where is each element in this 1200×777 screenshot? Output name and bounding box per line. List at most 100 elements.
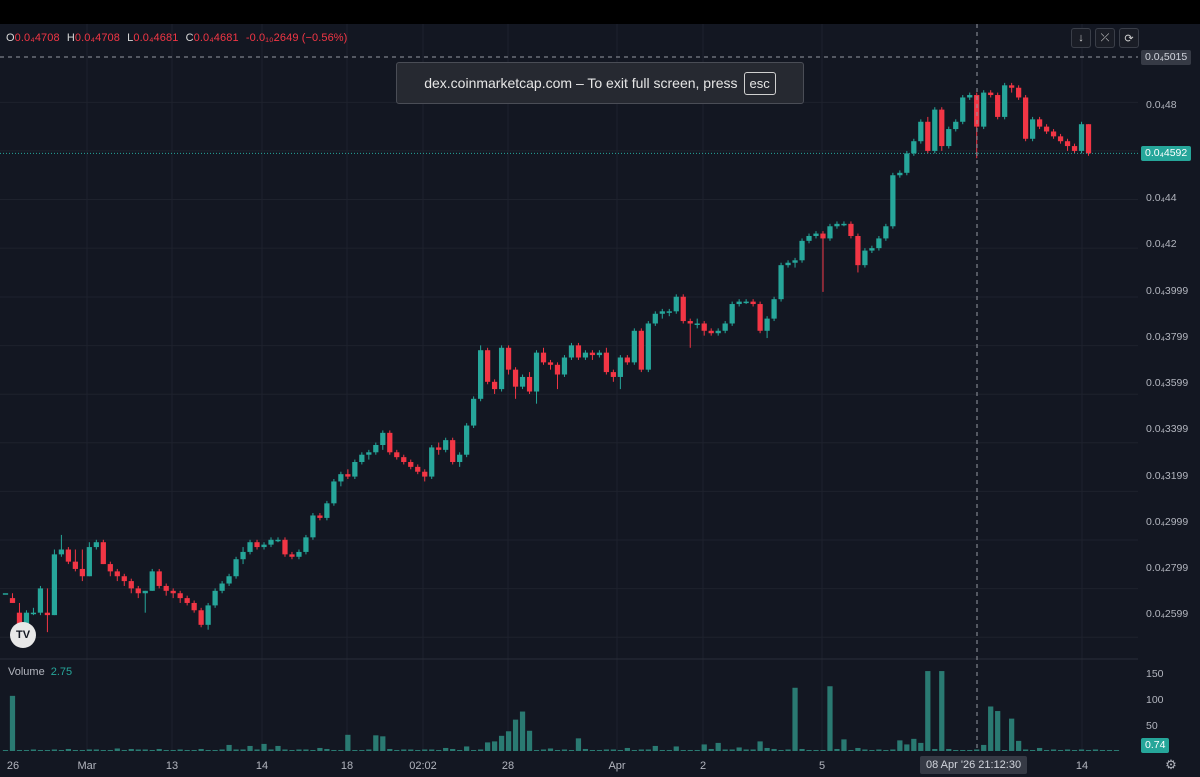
volume-bar <box>163 749 169 751</box>
tradingview-logo[interactable]: TV <box>10 622 36 648</box>
volume-bar <box>352 749 358 751</box>
candle-body <box>729 304 735 324</box>
candle <box>708 328 714 336</box>
candle <box>701 321 707 336</box>
volume-bar <box>471 749 477 751</box>
candle-body <box>939 109 945 147</box>
volume-bar <box>72 749 78 751</box>
volume-bar <box>366 749 372 751</box>
volume-bar <box>373 735 379 751</box>
volume-bar <box>317 747 323 751</box>
candle-body <box>100 542 106 565</box>
reset-button[interactable]: ⟳ <box>1119 28 1139 48</box>
volume-bar <box>673 746 679 751</box>
candle <box>198 607 204 628</box>
close-value: 0.0₄4681 <box>193 32 239 44</box>
candle-body <box>373 444 379 453</box>
candle <box>65 547 71 565</box>
candle <box>617 355 623 390</box>
candle-body <box>205 605 211 625</box>
chart-area[interactable]: O0.0₄4708 H0.0₄4708 L0.0₄4681 C0.0₄4681 … <box>0 24 1200 777</box>
volume-bar <box>324 748 330 751</box>
volume-bar <box>652 745 658 751</box>
candle-body <box>44 612 51 616</box>
candle <box>568 342 575 360</box>
candle-body <box>359 454 365 463</box>
candle <box>310 513 316 540</box>
candle <box>554 362 561 390</box>
candle-body <box>156 571 162 586</box>
volume-bar <box>743 749 749 751</box>
volume-bar <box>1036 747 1043 751</box>
candle <box>72 549 78 572</box>
candle <box>226 573 232 586</box>
change-value: -0.0₁₀2649 (−0.56%) <box>245 32 348 44</box>
volume-bar <box>436 749 442 751</box>
volume-bar <box>443 747 449 751</box>
chart-canvas[interactable] <box>0 24 1200 777</box>
candle <box>890 172 896 229</box>
candle-body <box>268 539 274 545</box>
volume-bar <box>988 706 994 751</box>
volume-bar <box>1029 749 1036 751</box>
candle <box>624 355 630 365</box>
candle <box>673 294 679 314</box>
candle-body <box>764 318 770 331</box>
candle <box>918 119 924 144</box>
candle <box>345 469 351 480</box>
volume-bar <box>184 749 190 751</box>
volume-bar <box>911 738 917 751</box>
candle <box>1029 116 1036 142</box>
candle <box>359 452 365 465</box>
ohlc-legend: O0.0₄4708 H0.0₄4708 L0.0₄4681 C0.0₄4681 … <box>6 32 347 44</box>
volume-bar <box>142 749 148 751</box>
candle-body <box>596 352 603 356</box>
esc-key: esc <box>743 71 776 95</box>
candle <box>135 585 141 599</box>
candle <box>86 542 92 577</box>
candle <box>422 469 428 482</box>
price-tick: 0.0₄42 <box>1146 238 1177 250</box>
candle-body <box>603 352 610 373</box>
candle-body <box>708 330 714 334</box>
volume-bar <box>582 748 589 751</box>
candle <box>149 568 155 591</box>
volume-bar <box>771 748 777 751</box>
collapse-icon: ⤫ <box>1100 31 1110 44</box>
candle-body <box>799 240 805 261</box>
collapse-button[interactable]: ⤫ <box>1095 28 1115 48</box>
volume-bar <box>401 749 407 751</box>
candle-body <box>806 235 812 241</box>
candle <box>121 573 127 586</box>
candle <box>841 221 847 227</box>
candle-body <box>1016 87 1022 98</box>
candle-body <box>1078 124 1085 151</box>
candle-body <box>72 561 78 569</box>
candle-body <box>23 612 30 625</box>
candle-body <box>457 454 463 463</box>
candle <box>415 464 421 475</box>
candle <box>289 551 295 560</box>
candle <box>471 396 477 428</box>
volume-bar <box>79 749 85 751</box>
candle <box>44 588 51 633</box>
volume-bar <box>589 749 596 751</box>
candle-body <box>771 299 777 319</box>
candle-body <box>512 369 519 387</box>
volume-bar <box>848 749 854 751</box>
candle <box>526 372 533 394</box>
volume-bar <box>177 749 183 751</box>
volume-tick: 150 <box>1146 668 1164 680</box>
scroll-down-button[interactable]: ↓ <box>1071 28 1091 48</box>
volume-bar <box>806 749 812 751</box>
price-tick: 0.0₄3799 <box>1146 331 1189 343</box>
volume-bar <box>841 739 847 751</box>
candle <box>491 379 498 394</box>
candle-body <box>673 296 679 312</box>
candle <box>338 471 344 487</box>
candle-body <box>51 554 58 616</box>
candle-body <box>2 593 9 595</box>
candle-body <box>324 503 330 518</box>
settings-gear-icon[interactable]: ⚙ <box>1165 757 1177 772</box>
candle-body <box>345 474 351 477</box>
